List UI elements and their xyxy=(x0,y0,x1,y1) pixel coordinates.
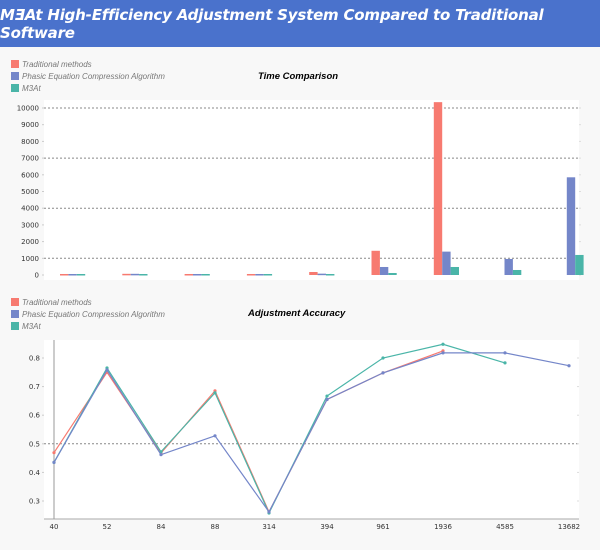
y-tick-label: 0.4 xyxy=(29,469,41,477)
time-chart-legend: Traditional methods Phasic Equation Comp… xyxy=(11,58,165,94)
y-tick-label: 0 xyxy=(35,272,39,280)
time-chart-title: Time Comparison xyxy=(258,71,339,82)
legend-swatch-phasic xyxy=(11,72,19,80)
bar xyxy=(388,272,397,275)
x-tick-label: 40 xyxy=(50,523,59,531)
legend-item-traditional[interactable]: Traditional methods xyxy=(11,58,165,70)
accuracy-chart-title: Adjustment Accuracy xyxy=(248,308,346,319)
y-tick-label: 0.6 xyxy=(29,412,41,420)
bar xyxy=(263,273,273,276)
legend-label: M3At xyxy=(22,83,41,93)
y-tick-label: 0.5 xyxy=(29,440,40,448)
legend-swatch-traditional xyxy=(11,60,19,68)
data-point xyxy=(213,391,217,395)
bar xyxy=(76,273,86,276)
y-tick-label: 1000 xyxy=(21,255,39,263)
data-point xyxy=(381,356,385,360)
legend-label: Traditional methods xyxy=(22,297,92,307)
y-tick-label: 3000 xyxy=(21,221,39,229)
legend-label: Traditional methods xyxy=(22,59,92,69)
x-tick-label: 52 xyxy=(103,523,112,531)
legend-item-m3at[interactable]: M3At xyxy=(11,320,165,332)
y-tick-label: 6000 xyxy=(21,171,39,179)
legend-swatch-phasic xyxy=(11,310,19,318)
bar xyxy=(566,177,576,275)
legend-item-traditional[interactable]: Traditional methods xyxy=(11,296,165,308)
plot-area xyxy=(44,100,579,280)
header-banner: MƎAt High-Efficiency Adjustment System C… xyxy=(0,0,600,47)
data-point xyxy=(105,368,109,372)
data-point xyxy=(381,371,385,375)
bar xyxy=(139,273,148,276)
y-tick-label: 5000 xyxy=(21,188,39,196)
x-tick-label: 314 xyxy=(262,523,276,531)
bar xyxy=(184,273,193,276)
series-line xyxy=(53,352,570,514)
data-point xyxy=(52,451,56,455)
x-tick-label: 394 xyxy=(320,523,334,531)
x-tick-label: 1936 xyxy=(434,523,452,531)
legend-swatch-m3at xyxy=(11,84,19,92)
legend-swatch-traditional xyxy=(11,298,19,306)
bar xyxy=(575,254,584,275)
data-point xyxy=(503,361,507,365)
legend-item-phasic[interactable]: Phasic Equation Compression Algorithm xyxy=(11,70,165,82)
data-point xyxy=(441,342,445,346)
y-tick-label: 10000 xyxy=(17,105,39,113)
y-tick-label: 8000 xyxy=(21,138,39,146)
data-point xyxy=(503,351,507,355)
x-tick-label: 961 xyxy=(376,523,389,531)
legend-swatch-m3at xyxy=(11,322,19,330)
bar xyxy=(68,273,77,276)
x-tick-label: 13682 xyxy=(558,523,580,531)
bar xyxy=(442,251,451,275)
y-tick-label: 4000 xyxy=(21,205,39,213)
time-comparison-chart: 0 1000 2000 3000 4000 5000 6000 7000 8000 9000 100… xyxy=(16,100,584,280)
bar xyxy=(130,273,140,276)
bar xyxy=(201,273,210,276)
bar xyxy=(255,273,264,276)
bar xyxy=(433,102,443,275)
bar xyxy=(193,273,202,276)
bar xyxy=(371,250,380,275)
y-tick-label: 7000 xyxy=(21,155,39,163)
data-point xyxy=(441,351,445,355)
data-point xyxy=(567,364,571,368)
bar xyxy=(379,266,389,275)
bar xyxy=(309,271,318,275)
legend-item-m3at[interactable]: M3At xyxy=(11,82,165,94)
data-point xyxy=(325,397,329,402)
data-point xyxy=(52,460,56,464)
data-point xyxy=(213,434,217,438)
data-point xyxy=(159,453,163,457)
legend-label: Phasic Equation Compression Algorithm xyxy=(22,309,165,319)
legend-item-phasic[interactable]: Phasic Equation Compression Algorithm xyxy=(11,308,165,320)
y-tick-label: 0.8 xyxy=(29,355,40,363)
y-tick-label: 0.3 xyxy=(29,498,40,506)
bar xyxy=(450,266,459,275)
page-title: MƎAt High-Efficiency Adjustment System C… xyxy=(0,5,544,42)
bar xyxy=(504,258,513,275)
x-tick-label: 84 xyxy=(157,523,166,531)
bar xyxy=(512,269,522,275)
bar xyxy=(246,273,256,276)
y-tick-label: 9000 xyxy=(21,121,39,129)
y-tick-label: 2000 xyxy=(21,238,39,246)
legend-label: M3At xyxy=(22,321,41,331)
legend-label: Phasic Equation Compression Algorithm xyxy=(22,71,165,81)
data-point xyxy=(325,394,329,398)
x-tick-label: 4585 xyxy=(496,523,514,531)
bar xyxy=(326,273,335,276)
x-tick-label: 88 xyxy=(211,523,220,531)
bar xyxy=(122,273,131,276)
y-tick-label: 0.7 xyxy=(29,383,40,391)
bar xyxy=(317,273,326,276)
data-point xyxy=(267,510,271,514)
accuracy-chart-legend: Traditional methods Phasic Equation Comp… xyxy=(11,296,165,332)
bar xyxy=(60,273,69,276)
